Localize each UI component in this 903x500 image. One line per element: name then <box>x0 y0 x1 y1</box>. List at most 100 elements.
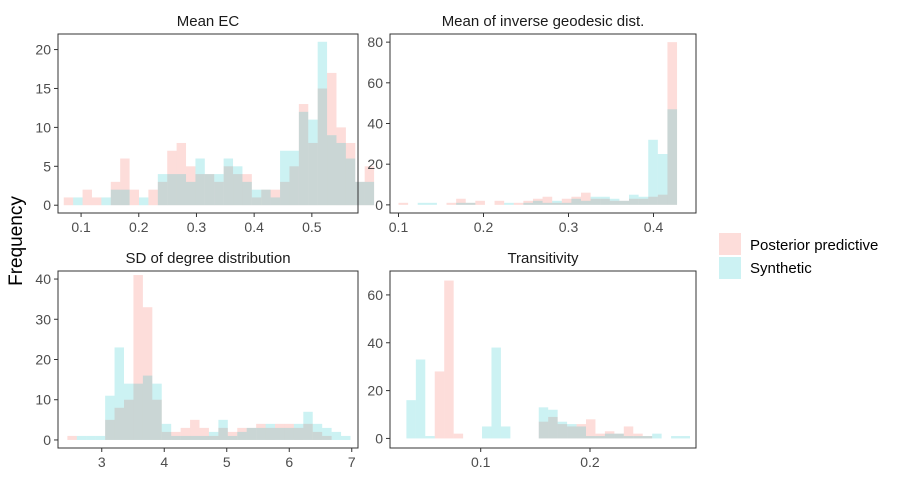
bar-posterior-predictive <box>609 200 620 205</box>
x-tick-label: 0.2 <box>580 454 600 470</box>
bar-synthetic <box>114 347 124 440</box>
bar-synthetic <box>491 347 501 439</box>
bar-posterior-predictive <box>105 419 115 440</box>
bar-synthetic <box>298 111 309 206</box>
y-tick-label: 20 <box>35 352 51 368</box>
bar-posterior-predictive <box>142 307 153 440</box>
y-tick-label: 0 <box>375 197 383 213</box>
bar-posterior-predictive <box>581 192 591 205</box>
bar-synthetic <box>76 435 87 440</box>
bar-posterior-predictive <box>303 423 313 440</box>
bar-synthetic <box>233 166 243 206</box>
bar-posterior-predictive <box>633 433 643 439</box>
bar-posterior-predictive <box>561 198 572 205</box>
bar-synthetic <box>590 196 601 205</box>
bar-posterior-predictive <box>571 196 581 205</box>
bar-posterior-predictive <box>233 174 243 206</box>
bar-synthetic <box>425 436 435 439</box>
bar-synthetic <box>270 197 281 206</box>
x-tick-label: 0.1 <box>71 219 91 235</box>
panel-title: SD of degree distribution <box>125 250 290 267</box>
y-tick-label: 60 <box>367 287 383 303</box>
bar-posterior-predictive <box>308 142 318 206</box>
bar-posterior-predictive <box>171 431 181 440</box>
bar-synthetic <box>317 41 328 206</box>
bar-posterior-predictive <box>398 202 409 205</box>
y-tick-label: 80 <box>367 34 383 50</box>
bar-synthetic <box>101 197 111 206</box>
bar-synthetic <box>237 431 247 440</box>
bar-synthetic <box>110 189 121 206</box>
bar-synthetic <box>657 154 668 205</box>
bar-synthetic <box>604 433 615 439</box>
y-tick-label: 20 <box>35 42 51 58</box>
bar-posterior-predictive <box>532 198 543 205</box>
x-tick-label: 6 <box>285 454 293 470</box>
bar-posterior-predictive <box>604 431 615 439</box>
y-tick-label: 5 <box>43 158 51 174</box>
bar-posterior-predictive <box>619 200 630 205</box>
bar-synthetic <box>548 409 558 439</box>
bar-posterior-predictive <box>110 181 121 206</box>
bar-synthetic <box>139 197 149 206</box>
bar-posterior-predictive <box>251 197 262 206</box>
x-tick-label: 0.1 <box>389 219 409 235</box>
bar-posterior-predictive <box>552 202 562 205</box>
bar-synthetic <box>251 189 262 206</box>
x-tick-label: 0.4 <box>644 219 664 235</box>
bar-synthetic <box>652 433 662 439</box>
bar-posterior-predictive <box>648 196 658 205</box>
bar-synthetic <box>600 196 610 205</box>
bar-synthetic <box>152 383 162 440</box>
bar-synthetic <box>261 189 271 206</box>
panel-title: Mean of inverse geodesic dist. <box>442 13 645 30</box>
bar-synthetic <box>214 174 224 206</box>
bar-posterior-predictive <box>513 202 524 205</box>
x-tick-label: 0.1 <box>471 454 491 470</box>
bar-posterior-predictive <box>289 166 299 206</box>
x-tick-label: 0.2 <box>129 219 149 235</box>
bar-posterior-predictive <box>657 194 668 205</box>
panel-sd-degree: SD of degree distribution 0 10 20 30 40 3 4 5 6 7 <box>35 250 359 470</box>
bar-posterior-predictive <box>336 127 346 206</box>
bar-synthetic <box>186 181 196 206</box>
panel-title: Mean EC <box>177 13 240 30</box>
x-tick-label: 3 <box>98 454 106 470</box>
bar-posterior-predictive <box>237 427 247 440</box>
bar-posterior-predictive <box>538 421 549 439</box>
x-tick-label: 7 <box>348 454 356 470</box>
bar-posterior-predictive <box>475 200 485 205</box>
bar-synthetic <box>190 435 200 440</box>
bar-synthetic <box>500 426 511 439</box>
bar-synthetic <box>576 426 586 439</box>
bar-synthetic <box>289 150 299 206</box>
bar-synthetic <box>680 436 690 439</box>
bar-posterior-predictive <box>642 436 653 439</box>
bar-posterior-predictive <box>623 426 634 439</box>
bar-synthetic <box>303 411 313 440</box>
bar-synthetic <box>95 435 106 440</box>
y-tick-label: 20 <box>367 156 383 172</box>
bar-synthetic <box>105 395 115 440</box>
y-tick-label: 15 <box>35 80 51 96</box>
bar-posterior-predictive <box>114 407 124 440</box>
bar-posterior-predictive <box>218 427 228 440</box>
bar-synthetic <box>671 436 681 439</box>
bar-posterior-predictive <box>614 433 624 439</box>
bar-posterior-predictive <box>465 202 476 205</box>
panel-mean-ec: Mean EC 0 5 10 15 20 0.1 0.2 0.3 0.4 0.5 <box>35 13 375 235</box>
bar-posterior-predictive <box>557 424 568 439</box>
bar-posterior-predictive <box>548 416 558 439</box>
y-tick-label: 40 <box>367 116 383 132</box>
bar-synthetic <box>293 423 304 440</box>
bar-posterior-predictive <box>67 435 77 440</box>
bar-synthetic <box>623 436 634 439</box>
bar-posterior-predictive <box>152 399 162 440</box>
bar-synthetic <box>120 189 130 206</box>
bar-synthetic <box>561 202 572 205</box>
bar-posterior-predictive <box>345 142 356 206</box>
bar-posterior-predictive <box>242 174 252 206</box>
bar-synthetic <box>456 202 466 205</box>
bar-synthetic <box>208 431 219 440</box>
